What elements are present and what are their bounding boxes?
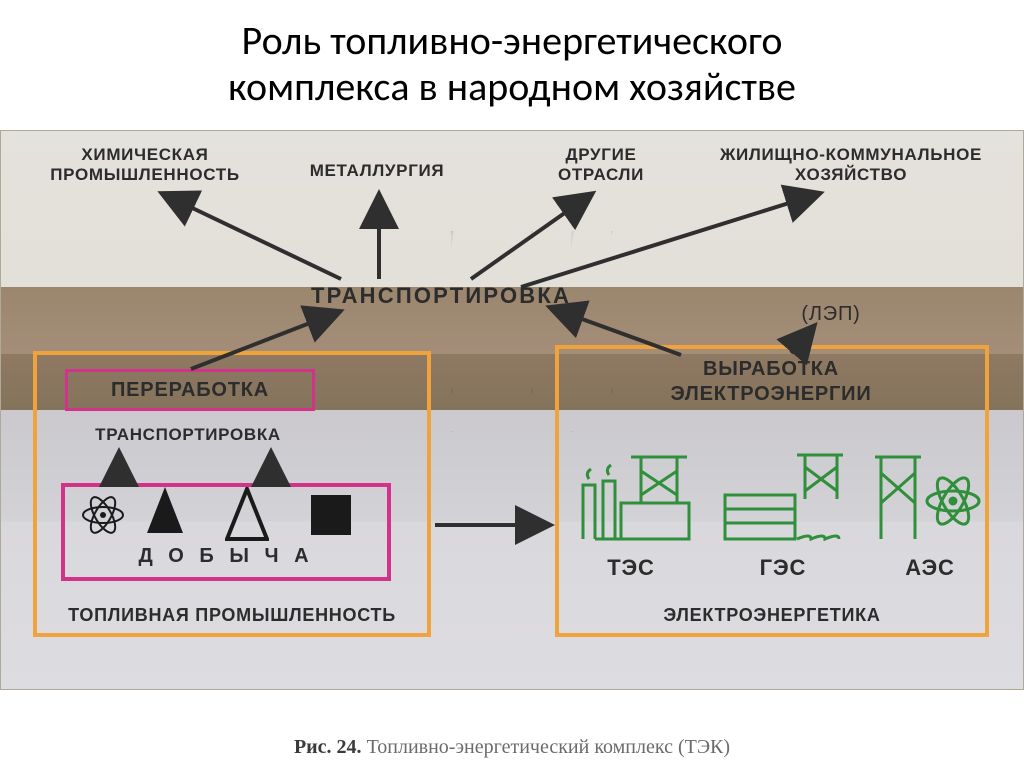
page: Роль топливно-энергетического комплекса … bbox=[0, 0, 1024, 767]
title-line-1: Роль топливно-энергетического bbox=[242, 16, 783, 65]
caption-text: Топливно-энергетический комплекс (ТЭК) bbox=[367, 736, 730, 758]
page-title: Роль топливно-энергетического комплекса … bbox=[0, 0, 1024, 110]
caption-prefix: Рис. 24. bbox=[294, 736, 362, 758]
diagram-figure: ХИМИЧЕСКАЯ ПРОМЫШЛЕННОСТЬ МЕТАЛЛУРГИЯ ДР… bbox=[0, 130, 1024, 690]
title-line-2: комплекса в народном хозяйстве bbox=[228, 62, 796, 111]
figure-caption: Рис. 24. Топливно-энергетический комплек… bbox=[0, 736, 1024, 759]
arrows-layer bbox=[1, 131, 1024, 691]
